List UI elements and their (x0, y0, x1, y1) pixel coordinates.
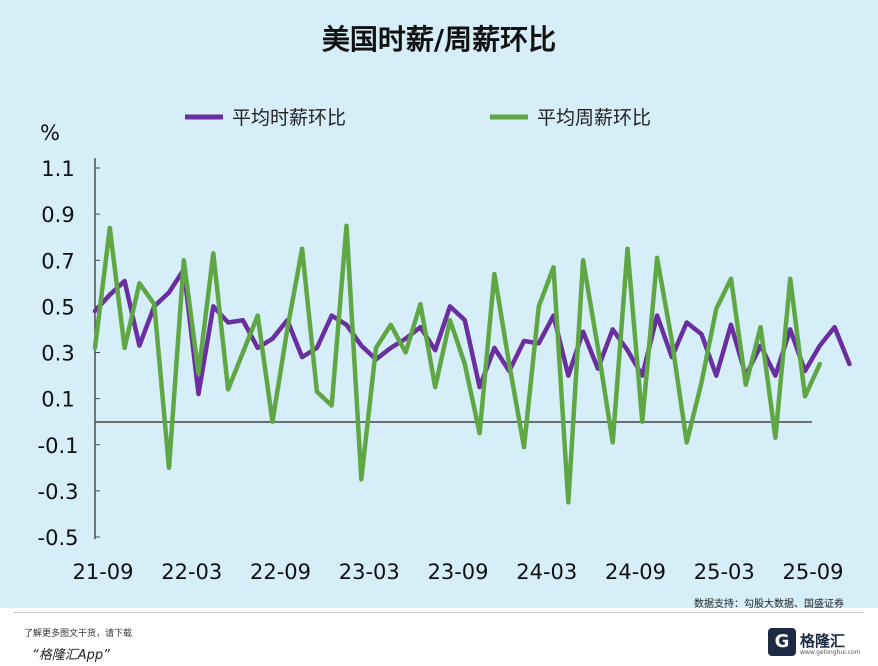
chart-legend: 平均时薪环比 平均周薪环比 (185, 107, 651, 129)
x-tick-label: 23-03 (339, 560, 400, 584)
chart-title: 美国时薪/周薪环比 (321, 23, 557, 56)
logo-url: www.gelonghui.com (800, 649, 861, 656)
x-tick-label: 24-09 (605, 560, 666, 584)
data-source: 数据支持：勾股大数据、国盛证券 (694, 599, 844, 610)
download-hint: 了解更多图文干货，请下载 (24, 629, 133, 639)
x-tick-label: 22-03 (161, 560, 222, 584)
y-tick-label: -0.5 (38, 526, 79, 550)
y-tick-label: 0.7 (41, 249, 74, 273)
legend-label: 平均时薪环比 (232, 107, 346, 129)
series-line-weekly (92, 223, 823, 505)
logo-name: 格隆汇 (800, 632, 846, 650)
y-tick-label: 0.3 (41, 342, 74, 366)
x-tick-label: 24-03 (516, 560, 577, 584)
y-tick-label: 0.1 (41, 388, 74, 412)
legend-label: 平均周薪环比 (537, 107, 651, 129)
logo-mark-icon: G (768, 628, 796, 656)
chart-panel (0, 0, 878, 608)
y-tick-label: -0.3 (38, 480, 79, 504)
y-tick-label: -0.1 (38, 434, 79, 458)
y-axis-unit: % (40, 121, 60, 145)
y-tick-label: 0.9 (41, 203, 74, 227)
x-tick-label: 25-09 (782, 560, 843, 584)
brand-logo[interactable]: G 格隆汇 www.gelonghui.com (768, 628, 868, 660)
tick-labels: % 1.1 0.9 0.7 0.5 0.3 0.1 -0.1 -0.3 -0.5 21-09 22-0… (38, 121, 844, 584)
y-tick-label: 0.5 (41, 295, 74, 319)
x-tick-label: 25-03 (694, 560, 755, 584)
y-tick-label: 1.1 (41, 157, 74, 181)
line-chart: % 1.1 0.9 0.7 0.5 0.3 0.1 -0.1 -0.3 -0.5 21-09 22-0… (38, 107, 852, 584)
series-lines (92, 223, 852, 505)
app-name: “格隆汇App” (32, 648, 110, 663)
x-tick-label: 22-09 (250, 560, 311, 584)
x-tick-label: 23-09 (427, 560, 488, 584)
footer-divider (14, 612, 864, 613)
x-tick-label: 21-09 (72, 560, 133, 584)
